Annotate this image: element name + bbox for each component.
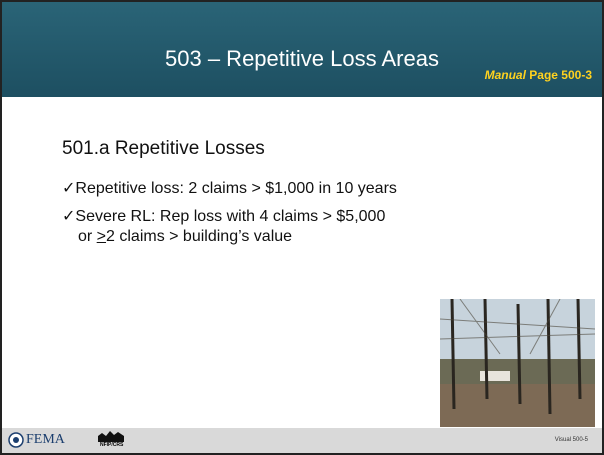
text: > [97, 228, 106, 245]
slide: 503 – Repetitive Loss Areas Manual Page … [0, 0, 604, 455]
nfip-icon [98, 430, 124, 442]
flood-photo [440, 299, 595, 427]
manual-page: Page 500-3 [529, 68, 592, 82]
bullet: ✓Repetitive loss: 2 claims > $1,000 in 1… [62, 178, 397, 198]
fema-logo: FEMA [26, 432, 65, 448]
bullet-continuation: or >2 claims > building’s value [78, 228, 292, 246]
section-heading: 501.a Repetitive Losses [62, 138, 265, 160]
dhs-seal [8, 432, 24, 448]
bullet-text: Severe RL: Rep loss with 4 claims > $5,0… [75, 208, 385, 225]
check: ✓ [62, 208, 75, 225]
footer-band: FEMA NFIP/CRS Visual 500-5 [2, 428, 602, 453]
text: 2 claims > building’s value [106, 228, 292, 245]
check: ✓ [62, 180, 75, 197]
header-band: 503 – Repetitive Loss Areas Manual Page … [2, 2, 602, 97]
bullet: ✓Severe RL: Rep loss with 4 claims > $5,… [62, 206, 385, 226]
manual-reference: Manual Page 500-3 [485, 68, 592, 82]
text: or [78, 228, 97, 245]
nfip-crs-logo: NFIP/CRS [100, 442, 123, 448]
manual-word: Manual [485, 68, 526, 82]
bullet-text: Repetitive loss: 2 claims > $1,000 in 10… [75, 180, 397, 197]
visual-number: Visual 500-5 [555, 437, 588, 443]
